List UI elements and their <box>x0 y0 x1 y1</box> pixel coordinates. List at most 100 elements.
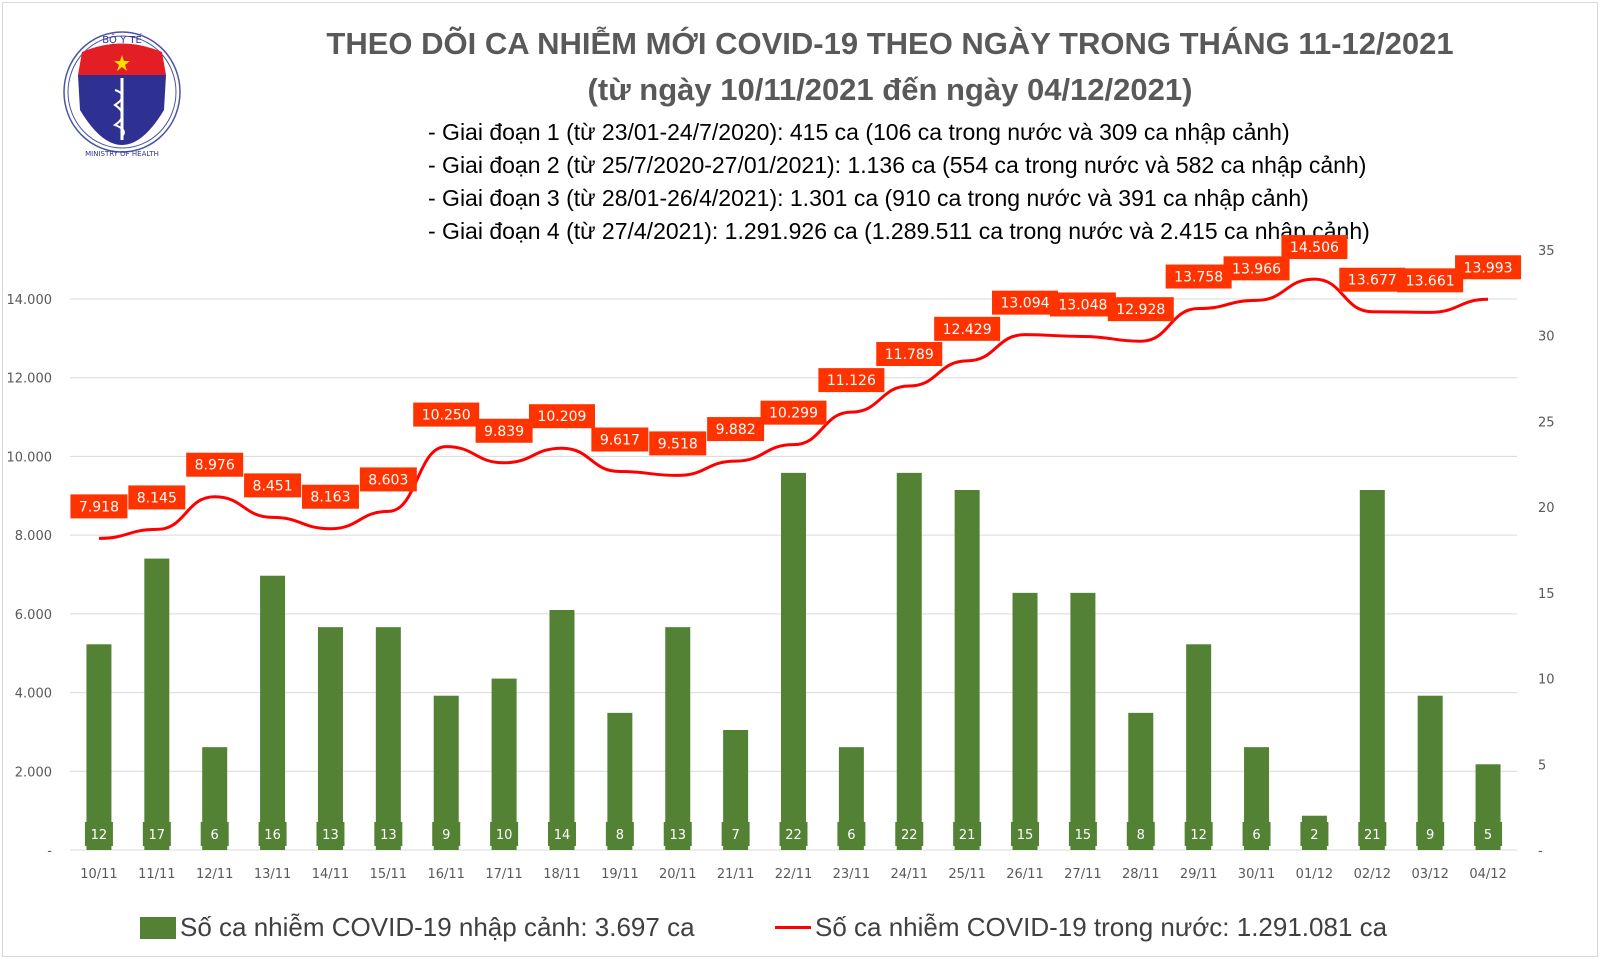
bar-label-box <box>316 822 345 846</box>
right-tick-label: 25 <box>1538 415 1555 430</box>
line-label-box <box>934 316 1001 341</box>
line-value-label: 10.209 <box>537 409 586 425</box>
line-label-box <box>1397 268 1464 293</box>
line-label-box <box>1281 235 1348 260</box>
line-value-label: 13.661 <box>1406 273 1455 289</box>
bar <box>549 610 575 850</box>
line-label-box <box>128 485 186 510</box>
logo-bottom-text: MINISTRY OF HEALTH <box>85 150 159 158</box>
line-label-box <box>301 484 359 509</box>
legend-line-swatch <box>775 926 811 929</box>
x-tick-label: 15/11 <box>370 867 407 882</box>
bar <box>86 644 112 850</box>
ministry-logo: BỘ Y TẾ MINISTRY OF HEALTH <box>60 30 185 160</box>
x-tick-label: 01/12 <box>1296 867 1333 882</box>
line-label-box <box>359 467 417 492</box>
left-tick-label: 8.000 <box>15 529 52 544</box>
line-label-box <box>186 452 244 477</box>
x-tick-label: 16/11 <box>427 867 464 882</box>
line-label-box <box>818 368 885 393</box>
line-value-label: 9.617 <box>600 433 640 449</box>
line-value-label: 11.789 <box>885 347 934 363</box>
line-label-box <box>760 400 827 425</box>
bar-label-box <box>1184 822 1213 846</box>
bar-value-label: 22 <box>785 828 802 843</box>
left-tick-label: 10.000 <box>7 450 53 465</box>
left-tick-label: 2.000 <box>15 765 52 780</box>
bar-value-label: 15 <box>1017 828 1034 843</box>
bar-value-label: 13 <box>669 828 686 843</box>
x-tick-label: 27/11 <box>1064 867 1101 882</box>
bar <box>781 472 806 850</box>
bar-label-box <box>953 822 982 846</box>
bar-label-box <box>1358 822 1387 846</box>
x-tick-label: 23/11 <box>833 867 870 882</box>
x-tick-label: 24/11 <box>891 867 928 882</box>
x-tick-label: 17/11 <box>485 867 522 882</box>
line-label-box <box>649 431 707 456</box>
bar-label-box <box>374 822 403 846</box>
legend-line: Số ca nhiễm COVID-19 trong nước: 1.291.0… <box>775 912 1387 943</box>
bar-value-label: 10 <box>496 828 513 843</box>
bar-label-box <box>721 822 750 846</box>
bar-label-box <box>895 822 924 846</box>
bar-value-label: 16 <box>264 828 281 843</box>
bar <box>1012 592 1038 850</box>
line-label-box <box>1455 255 1522 280</box>
line-label-box <box>528 404 595 429</box>
left-tick-label: 6.000 <box>15 608 52 623</box>
line-label-box <box>591 427 649 452</box>
bar-label-box <box>605 822 634 846</box>
note-phase-2: - Giai đoạn 2 (từ 25/7/2020-27/01/2021):… <box>428 152 1367 178</box>
bar-label-box <box>1416 822 1445 846</box>
bar-value-label: 9 <box>1426 828 1434 843</box>
left-tick-label: 12.000 <box>7 372 53 387</box>
bar <box>1359 490 1385 850</box>
bar-value-label: 8 <box>1137 828 1145 843</box>
bar-label-box <box>779 822 808 846</box>
line-value-label: 9.882 <box>716 422 756 438</box>
x-tick-label: 26/11 <box>1006 867 1043 882</box>
line-value-label: 8.451 <box>253 478 293 494</box>
x-tick-label: 11/11 <box>138 867 175 882</box>
bar-value-label: 22 <box>901 828 918 843</box>
right-tick-label: 20 <box>1538 501 1555 516</box>
bar-label-box <box>1068 822 1097 846</box>
bar-label-box <box>84 822 113 846</box>
bar <box>1186 644 1212 850</box>
right-tick-label: 35 <box>1538 244 1555 259</box>
line-label-box <box>1107 297 1174 322</box>
bar-value-label: 8 <box>616 828 624 843</box>
bar-value-label: 13 <box>322 828 339 843</box>
bar-value-label: 21 <box>959 828 976 843</box>
line-label-box <box>876 342 943 367</box>
x-tick-label: 21/11 <box>717 867 754 882</box>
bar <box>491 678 517 850</box>
chart-subtitle: (từ ngày 10/11/2021 đến ngày 04/12/2021) <box>587 72 1193 107</box>
right-tick-label: 5 <box>1538 758 1546 773</box>
legend-bar-label: Số ca nhiễm COVID-19 nhập cảnh: 3.697 ca <box>180 912 695 942</box>
bar-value-label: 12 <box>1190 828 1207 843</box>
line-label-box <box>475 418 533 443</box>
bar-label-box <box>200 822 229 846</box>
bar <box>1070 592 1096 850</box>
right-tick-label: 15 <box>1538 587 1555 602</box>
bar-label-box <box>1242 822 1271 846</box>
bar-value-label: 7 <box>731 828 739 843</box>
x-tick-label: 02/12 <box>1354 867 1391 882</box>
line-value-label: 14.506 <box>1290 240 1339 256</box>
line-value-label: 13.048 <box>1058 297 1107 313</box>
line-value-label: 10.250 <box>422 408 471 424</box>
line-label-box <box>1223 256 1290 281</box>
bar-value-label: 17 <box>149 828 166 843</box>
legend-line-label: Số ca nhiễm COVID-19 trong nước: 1.291.0… <box>815 912 1388 942</box>
line-value-label: 11.126 <box>827 373 876 389</box>
line-value-label: 9.518 <box>658 436 698 452</box>
x-tick-label: 28/11 <box>1122 867 1159 882</box>
x-tick-label: 10/11 <box>80 867 117 882</box>
line-value-label: 13.677 <box>1348 273 1397 289</box>
bar-value-label: 6 <box>1252 828 1260 843</box>
bar <box>954 490 980 850</box>
